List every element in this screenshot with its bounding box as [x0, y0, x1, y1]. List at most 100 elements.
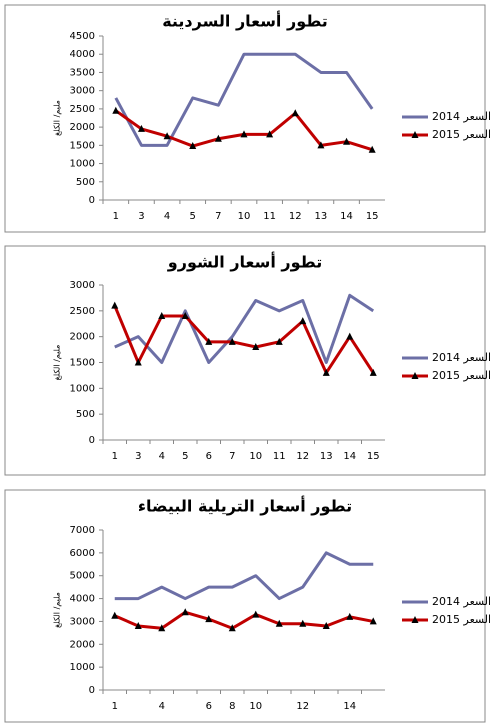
chart-frame [4, 489, 486, 723]
point-marker [299, 619, 307, 627]
x-tick-label: 10 [238, 211, 251, 222]
y-tick-label: 2000 [70, 639, 95, 650]
y-tick-label: 2500 [70, 104, 95, 115]
point-marker [112, 106, 120, 114]
x-tick-label: 12 [296, 701, 309, 712]
x-tick-label: 6 [206, 701, 212, 712]
x-tick-label: 1 [112, 701, 118, 712]
y-tick-label: 2500 [70, 306, 95, 317]
x-tick-label: 4 [164, 211, 170, 222]
x-tick-label: 13 [315, 211, 328, 222]
point-marker [134, 358, 142, 366]
x-tick-label: 5 [190, 211, 196, 222]
series-line [114, 52, 374, 147]
x-tick-label: 10 [249, 701, 262, 712]
point-marker [205, 337, 213, 345]
chart-frame [4, 245, 486, 476]
x-tick-label: 3 [135, 451, 141, 462]
y-tick-label: 3000 [70, 280, 95, 291]
y-tick-label: 1000 [70, 159, 95, 170]
y-tick-label: 500 [76, 409, 95, 420]
point-marker [137, 124, 145, 132]
point-marker [181, 608, 189, 616]
y-tick-label: 0 [89, 195, 95, 206]
point-marker [228, 624, 236, 632]
x-tick-label: 4 [159, 451, 165, 462]
point-marker [275, 619, 283, 627]
point-marker [369, 617, 377, 625]
point-marker [214, 134, 222, 142]
x-tick-label: 7 [215, 211, 221, 222]
y-axis-label: مليم/ الكلغ [53, 345, 62, 381]
x-tick-label: 15 [367, 451, 380, 462]
y-tick-label: 2000 [70, 122, 95, 133]
y-tick-label: 3500 [70, 67, 95, 78]
y-tick-label: 2000 [70, 332, 95, 343]
x-tick-label: 8 [229, 701, 235, 712]
y-tick-label: 3000 [70, 616, 95, 627]
point-marker [134, 622, 142, 629]
y-tick-label: 0 [89, 435, 95, 446]
point-marker [343, 137, 351, 145]
x-tick-label: 4 [159, 701, 165, 712]
y-tick-label: 5000 [70, 571, 95, 582]
series-line [114, 610, 374, 630]
x-tick-label: 14 [340, 211, 353, 222]
legend-label: السعر 2014 [432, 351, 490, 364]
y-tick-label: 4000 [70, 49, 95, 60]
y-tick-label: 1000 [70, 662, 95, 673]
point-marker [275, 337, 283, 345]
series-line [114, 551, 374, 601]
point-marker [205, 615, 213, 623]
point-marker [368, 145, 376, 153]
legend-marker [411, 131, 419, 138]
y-tick-label: 0 [89, 685, 95, 696]
y-tick-label: 1500 [70, 140, 95, 151]
y-tick-label: 7000 [70, 525, 95, 536]
legend-label: السعر 2014 [432, 110, 490, 123]
x-tick-label: 11 [263, 211, 276, 222]
point-marker [322, 622, 330, 629]
series-line [114, 293, 375, 364]
legend-label: السعر 2014 [432, 595, 490, 608]
point-marker [266, 130, 274, 138]
y-tick-label: 1000 [70, 383, 95, 394]
x-tick-label: 12 [289, 211, 302, 222]
point-marker [291, 109, 299, 117]
point-marker [111, 611, 119, 619]
x-tick-label: 13 [320, 451, 333, 462]
x-tick-label: 1 [112, 451, 118, 462]
point-marker [346, 332, 354, 340]
point-marker [346, 612, 354, 620]
point-marker [181, 312, 189, 319]
y-tick-label: 4500 [70, 31, 95, 42]
y-tick-label: 6000 [70, 548, 95, 559]
legend-label: السعر 2015 [432, 128, 490, 141]
point-marker [158, 312, 166, 319]
x-tick-label: 15 [366, 211, 379, 222]
point-marker [189, 142, 197, 150]
point-marker [228, 337, 236, 345]
legend-label: السعر 2015 [432, 613, 490, 626]
legend-label: السعر 2015 [432, 369, 490, 382]
point-marker [299, 317, 307, 325]
point-marker [322, 368, 330, 376]
point-marker [158, 624, 166, 632]
x-tick-label: 3 [138, 211, 144, 222]
x-tick-label: 10 [249, 451, 262, 462]
y-tick-label: 4000 [70, 594, 95, 605]
y-tick-label: 1500 [70, 358, 95, 369]
x-tick-label: 14 [343, 451, 356, 462]
y-axis-label: مليم/ الكلغ [53, 592, 62, 628]
chart-title: تطور أسعار التريلية البيضاء [138, 496, 352, 516]
legend-marker [411, 372, 419, 379]
y-axis-label: مليم/ الكلغ [53, 100, 62, 136]
point-marker [163, 132, 171, 140]
x-tick-label: 5 [182, 451, 188, 462]
x-tick-label: 11 [273, 451, 286, 462]
chart-title: تطور أسعار الشورو [167, 252, 322, 272]
point-marker [317, 141, 325, 149]
point-marker [111, 301, 119, 309]
point-marker [369, 368, 377, 376]
